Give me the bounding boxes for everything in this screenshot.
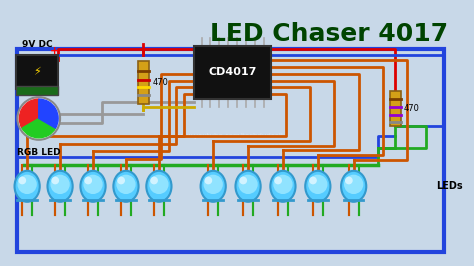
Circle shape [50,175,70,194]
Circle shape [309,177,317,184]
Ellipse shape [201,171,226,202]
Ellipse shape [15,171,40,202]
Text: www.youtube.com/techdudcall: www.youtube.com/techdudcall [176,133,283,139]
Bar [16,55,58,89]
Circle shape [239,177,247,184]
Bar [194,46,271,99]
Text: LEDs: LEDs [436,181,463,191]
Wedge shape [19,99,39,128]
Ellipse shape [47,171,73,202]
Ellipse shape [270,171,296,202]
Text: 470: 470 [404,104,420,113]
Text: 9V DC: 9V DC [22,40,53,49]
Wedge shape [22,118,55,138]
Circle shape [203,175,223,194]
Text: 470: 470 [152,78,168,87]
Bar [137,61,149,104]
Circle shape [84,177,92,184]
Bar [16,86,58,95]
Ellipse shape [236,171,261,202]
Text: LED Chaser 4017: LED Chaser 4017 [210,22,448,45]
Circle shape [51,177,59,184]
Ellipse shape [305,171,330,202]
Text: RGB LED: RGB LED [17,148,61,156]
Text: ⚡: ⚡ [33,67,41,77]
Text: +: + [50,46,59,56]
Circle shape [150,177,158,184]
Circle shape [18,177,26,184]
Circle shape [273,175,292,194]
Bar [18,49,444,252]
Text: CD4017: CD4017 [209,68,257,77]
Circle shape [345,177,353,184]
Circle shape [204,177,212,184]
Ellipse shape [341,171,366,202]
Ellipse shape [81,171,106,202]
Ellipse shape [113,171,138,202]
Circle shape [116,175,136,194]
Circle shape [344,175,364,194]
Circle shape [274,177,282,184]
Circle shape [238,175,258,194]
Circle shape [117,177,125,184]
Circle shape [149,175,169,194]
Bar [390,91,401,126]
Wedge shape [39,99,58,128]
Circle shape [18,97,60,140]
Circle shape [83,175,103,194]
Circle shape [308,175,328,194]
Circle shape [18,175,37,194]
Ellipse shape [146,171,172,202]
